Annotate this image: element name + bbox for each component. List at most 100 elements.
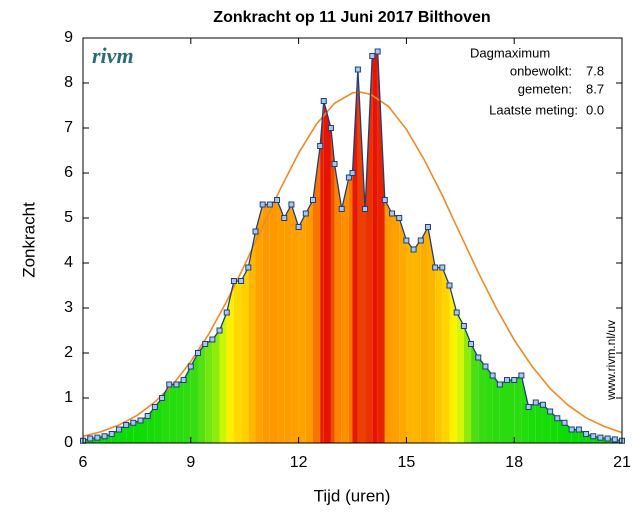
data-point [320,98,327,104]
data-point [381,197,388,203]
x-tick-label: 21 [613,454,631,471]
data-point [166,381,173,388]
data-point [349,170,356,176]
y-tick-label: 8 [64,74,73,91]
data-point [302,210,309,217]
data-point [130,419,137,426]
data-point [202,341,209,347]
data-point [144,413,151,419]
data-point [327,125,334,131]
data-point [209,336,216,343]
data-point [611,436,618,443]
area-segment [190,353,198,443]
data-point [331,161,338,167]
area-segment [352,69,358,443]
data-point [439,264,446,271]
area-segment [507,380,515,443]
data-point [238,278,245,284]
data-point [568,426,575,433]
x-tick-label: 12 [290,454,308,471]
data-point [496,381,503,388]
data-point [518,372,525,379]
data-point [424,224,431,230]
data-point [403,237,410,244]
area-segment [226,281,234,443]
area-segment [183,366,191,443]
area-segment [528,402,536,443]
area-segment [399,218,407,443]
area-segment [478,357,486,443]
annotation: onbewolkt: [510,63,572,78]
source: www.rivm.nl/uv [604,320,618,401]
data-point [389,210,396,217]
data-point [252,228,259,235]
area-segment [284,204,292,443]
area-segment [262,204,270,443]
data-point [511,377,518,383]
area-segment [384,200,393,443]
area-segment [365,56,373,443]
data-point [504,377,511,383]
area-segment [420,227,428,443]
data-point [575,426,582,433]
data-point [374,48,381,55]
area-segment [291,204,299,443]
data-point [482,363,489,370]
area-segment [372,51,378,443]
y-tick-label: 1 [64,389,73,406]
area-segment [413,240,421,443]
area-segment [205,339,213,443]
y-tick-label: 0 [64,434,73,451]
area-segment [241,267,249,443]
area-segment [298,213,306,443]
data-point [460,323,467,329]
data-point [561,419,568,426]
area-segment [341,177,349,443]
data-point [489,372,496,379]
area-segment [277,200,285,443]
data-point [108,431,115,437]
area-segment [406,240,414,443]
data-point [101,433,108,440]
area-segment [456,312,464,443]
data-point [525,404,532,410]
area-segment [305,200,313,443]
data-point [532,399,539,406]
data-point [583,431,590,437]
data-point [266,201,273,208]
area-segment [463,326,472,443]
annotation: Laatste meting: [489,102,578,117]
data-point [338,206,345,212]
annotation: gemeten: [518,81,572,96]
data-point [259,201,266,208]
data-point [432,264,439,271]
y-tick-label: 5 [64,209,73,226]
data-point [362,206,369,212]
x-axis-label: Tijd (uren) [314,486,391,505]
data-point [216,327,223,334]
data-point [453,309,460,316]
area-segment [578,429,587,443]
plot-frame [82,37,623,444]
annotation: 7.8 [586,63,604,78]
x-tick-label: 6 [79,454,88,471]
area-segment [312,146,321,443]
x-tick-label: 18 [505,454,523,471]
area-segment [521,375,529,443]
area-segment [435,267,443,443]
y-tick-label: 6 [64,164,73,181]
area-segment [485,366,493,443]
logo: rivm [92,43,134,68]
data-point [137,417,144,424]
data-point [194,350,201,356]
data-point [173,381,180,388]
area-segment [233,281,242,443]
area-segment [330,128,335,443]
data-point [180,377,187,383]
y-tick-label: 2 [64,344,73,361]
data-point [604,435,611,442]
y-tick-label: 3 [64,299,73,316]
data-point [151,404,158,410]
data-point [417,237,424,244]
